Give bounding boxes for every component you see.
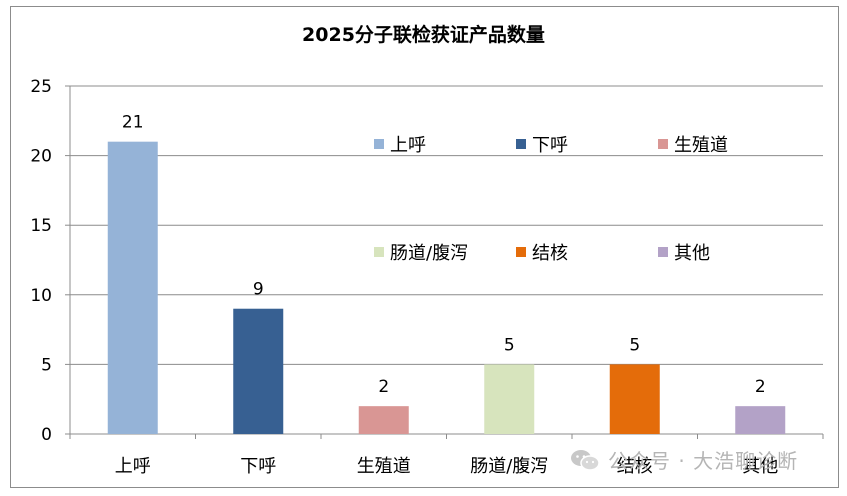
legend-swatch-other	[658, 247, 668, 257]
chart-title: 2025分子联检获证产品数量	[302, 24, 545, 46]
y-tick-label: 25	[30, 77, 52, 97]
x-tick-label: 上呼	[115, 456, 151, 477]
legend-label: 其他	[674, 243, 710, 264]
y-tick-label: 15	[30, 216, 52, 236]
legend-swatch-tuberculosis	[516, 247, 526, 257]
legend-label: 结核	[532, 243, 568, 264]
legend-item-lower-respiratory: 下呼	[516, 131, 568, 157]
bar-2	[358, 406, 409, 434]
bar-3	[484, 364, 535, 434]
legend-item-tuberculosis: 结核	[516, 239, 568, 265]
legend-item-reproductive-tract: 生殖道	[658, 131, 728, 157]
watermark: 公众号 · 大浩聊诊断	[570, 445, 798, 474]
data-label: 21	[122, 113, 144, 133]
x-tick-label: 结核	[617, 456, 653, 477]
x-tick-label: 生殖道	[357, 455, 411, 477]
legend-item-intestinal: 肠道/腹泻	[374, 239, 468, 265]
x-tick-label: 下呼	[240, 456, 276, 477]
legend-label: 下呼	[532, 135, 568, 156]
y-tick-label: 10	[30, 286, 52, 306]
data-label: 5	[504, 335, 515, 355]
legend-swatch-lower-respiratory	[516, 139, 526, 149]
bar-5	[735, 406, 786, 434]
x-tick-label: 肠道/腹泻	[470, 456, 548, 477]
legend-label: 生殖道	[674, 135, 728, 156]
legend-item-upper-respiratory: 上呼	[374, 131, 426, 157]
legend-swatch-intestinal	[374, 247, 384, 257]
watermark-text: 公众号 · 大浩聊诊断	[608, 449, 799, 473]
legend-label: 肠道/腹泻	[390, 243, 469, 264]
y-tick-label: 5	[41, 355, 52, 375]
x-tick-label: 其他	[742, 456, 778, 477]
y-tick-label: 0	[41, 425, 52, 445]
data-label: 9	[253, 280, 264, 300]
legend-swatch-upper-respiratory	[374, 139, 384, 149]
bar-1	[233, 308, 284, 434]
wechat-icon	[571, 449, 600, 471]
legend-label: 上呼	[390, 135, 426, 156]
data-label: 2	[378, 377, 389, 397]
y-tick-label: 20	[30, 147, 52, 167]
legend-item-other: 其他	[658, 239, 710, 265]
bar-4	[609, 364, 660, 434]
data-label: 5	[629, 335, 640, 355]
legend-swatch-reproductive-tract	[658, 139, 668, 149]
data-label: 2	[755, 377, 766, 397]
bar-0	[107, 141, 158, 434]
